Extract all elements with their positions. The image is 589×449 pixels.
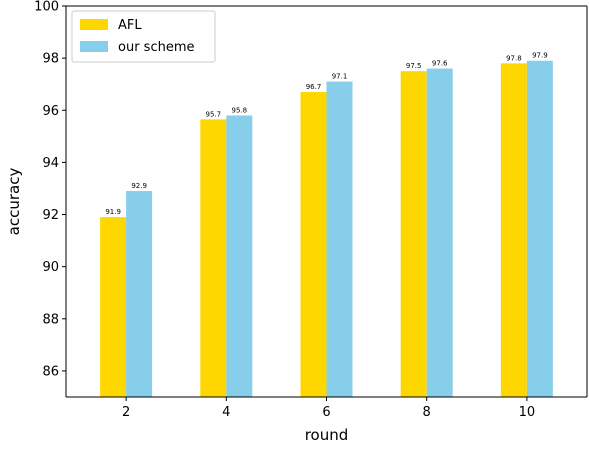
- x-axis-label: round: [305, 426, 349, 444]
- bar-afl-6: [300, 92, 327, 398]
- data-label-afl-4: 95.7: [206, 110, 222, 118]
- data-label-afl-8: 97.5: [406, 62, 422, 70]
- bar-afl-8: [400, 71, 427, 398]
- data-label-our-scheme-4: 95.8: [232, 106, 248, 114]
- data-label-our-scheme-8: 97.6: [432, 60, 448, 68]
- x-tick-label-10: 10: [519, 405, 536, 420]
- bar-afl-4: [200, 119, 227, 397]
- x-tick-label-6: 6: [322, 405, 330, 420]
- bar-our-scheme-4: [226, 115, 253, 397]
- bar-afl-2: [100, 217, 127, 397]
- y-tick-label-88: 88: [42, 312, 59, 327]
- data-label-afl-6: 96.7: [306, 83, 322, 91]
- bar-our-scheme-8: [426, 68, 453, 397]
- plot-area: 91.9 95.7 96.7 97.5 97.8 92.9 95.8 97.1 97.6 97.9…: [34, 0, 588, 420]
- data-label-afl-2: 91.9: [105, 208, 121, 216]
- bar-our-scheme-6: [326, 81, 353, 397]
- x-tick-label-4: 4: [222, 405, 230, 420]
- y-tick-label-92: 92: [42, 208, 59, 223]
- legend: AFL our scheme: [71, 10, 216, 63]
- y-tick-label-94: 94: [42, 156, 59, 171]
- data-label-our-scheme-2: 92.9: [131, 182, 147, 190]
- y-tick-label-96: 96: [42, 104, 59, 119]
- y-tick-label-90: 90: [42, 260, 59, 275]
- legend-label-afl: AFL: [118, 18, 142, 33]
- legend-label-our-scheme: our scheme: [118, 40, 195, 55]
- legend-swatch-afl: [80, 19, 108, 30]
- bar-our-scheme-2: [126, 191, 153, 397]
- x-tick-label-2: 2: [122, 405, 130, 420]
- y-tick-label-98: 98: [42, 52, 59, 67]
- data-label-our-scheme-6: 97.1: [332, 73, 348, 81]
- bar-our-scheme-10: [526, 60, 553, 398]
- data-label-our-scheme-10: 97.9: [532, 52, 548, 60]
- y-tick-label-100: 100: [34, 0, 59, 15]
- bar-afl-10: [500, 63, 527, 397]
- data-label-afl-10: 97.8: [506, 54, 522, 62]
- x-tick-label-8: 8: [423, 405, 431, 420]
- y-tick-label-86: 86: [42, 364, 59, 379]
- legend-swatch-our-scheme: [80, 41, 108, 52]
- y-axis-label: accuracy: [5, 168, 23, 236]
